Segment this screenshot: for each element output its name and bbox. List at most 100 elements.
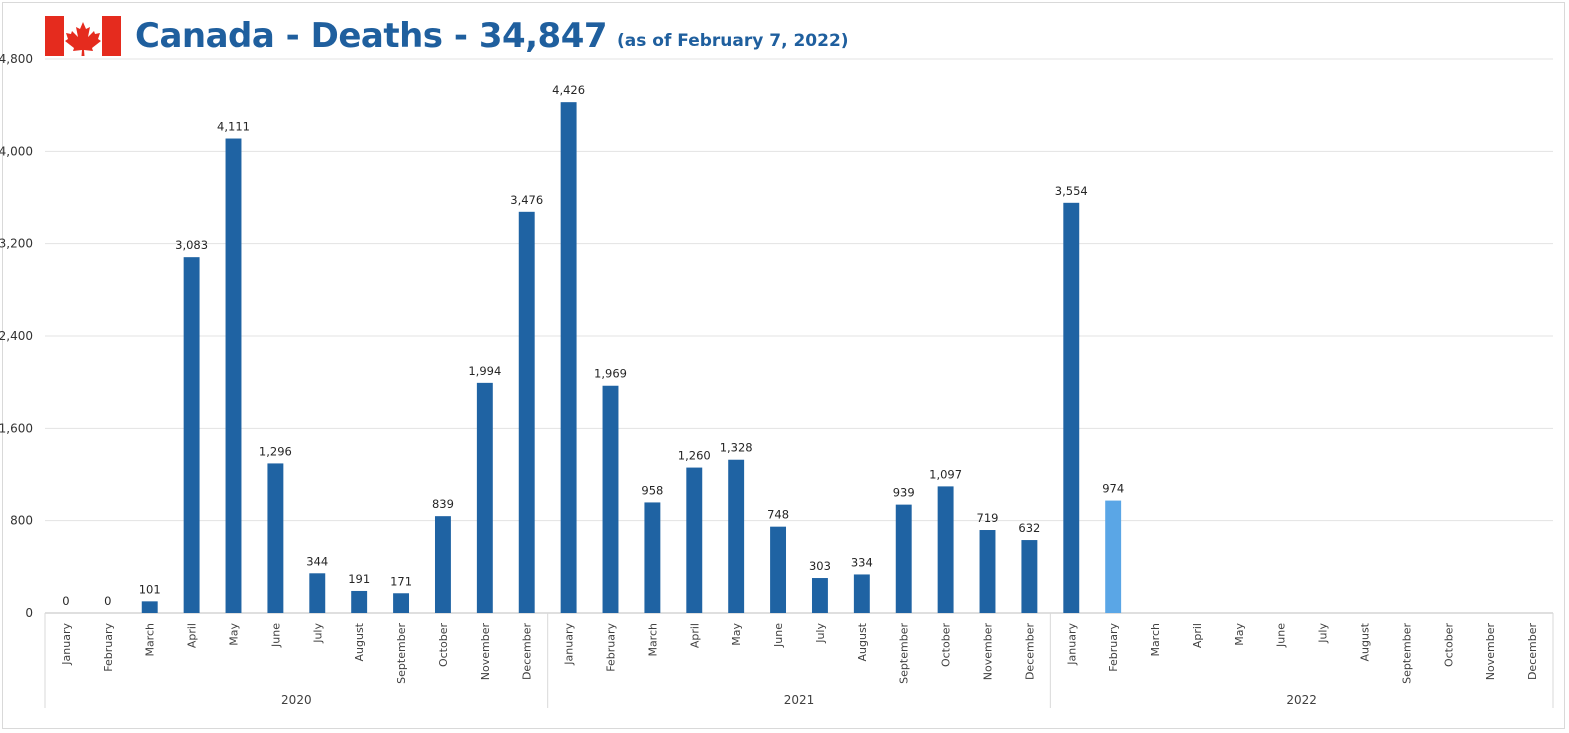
data-label: 939 [893,486,915,500]
data-label: 1,969 [594,367,627,381]
x-tick-label: March [646,623,659,657]
bar [267,463,284,613]
bar [686,467,703,613]
bar [1021,540,1038,613]
data-label: 171 [390,574,412,588]
bar [183,257,200,613]
bar [853,574,870,613]
chart-subtitle: (as of February 7, 2022) [617,31,849,51]
y-tick-label: 2,400 [0,329,33,343]
bar [644,502,661,613]
x-tick-label: April [688,623,701,648]
year-label: 2021 [784,693,815,707]
bar [770,526,787,613]
x-tick-label: February [605,623,618,672]
x-tick-label: August [1359,622,1372,661]
data-label: 303 [809,559,831,573]
data-label: 748 [767,508,789,522]
y-tick-label: 4,800 [0,52,33,66]
data-label: 191 [348,572,370,586]
bar [979,530,996,613]
data-label: 1,328 [720,441,753,455]
bar [1105,500,1122,613]
x-tick-label: September [395,623,408,684]
x-tick-label: December [1023,623,1036,681]
x-tick-label: November [1484,623,1497,681]
data-label: 0 [62,594,69,608]
x-tick-label: February [102,623,115,672]
data-label: 1,097 [929,467,962,481]
x-tick-label: February [1107,623,1120,672]
data-label: 0 [104,594,111,608]
y-tick-label: 800 [10,514,33,528]
bar [351,590,368,613]
x-tick-label: May [730,623,743,646]
data-label: 958 [641,483,663,497]
x-tick-label: January [563,623,576,666]
x-tick-label: December [1526,623,1539,681]
x-tick-label: May [228,623,241,646]
y-tick-label: 0 [25,606,33,620]
data-label: 1,296 [259,444,292,458]
x-tick-label: October [1442,623,1455,667]
year-label: 2020 [281,693,312,707]
bar [476,382,493,613]
bar [728,459,745,613]
x-tick-label: January [60,623,73,666]
y-tick-label: 4,000 [0,144,33,158]
x-tick-label: November [479,623,492,681]
x-tick-label: September [1400,623,1413,684]
x-tick-label: March [1149,623,1162,657]
bar [811,578,828,613]
year-label: 2022 [1286,693,1317,707]
x-tick-label: December [521,623,534,681]
data-label: 719 [977,511,999,525]
x-tick-label: March [144,623,157,657]
x-tick-label: November [982,623,995,681]
bar [141,601,158,613]
bar [309,573,326,613]
chart-header: Canada - Deaths - 34,847 (as of February… [45,14,849,58]
data-label: 334 [851,555,873,569]
x-tick-label: September [898,623,911,684]
data-label: 1,994 [468,364,501,378]
data-label: 3,476 [510,193,543,207]
x-tick-label: April [186,623,199,648]
x-tick-label: July [1317,623,1330,644]
x-tick-label: June [269,623,282,648]
bar [937,486,954,613]
data-label: 4,426 [552,83,585,97]
y-tick-label: 1,600 [0,421,33,435]
data-label: 3,554 [1055,184,1088,198]
bar [1063,202,1080,613]
bar [393,593,410,613]
x-tick-label: August [856,622,869,661]
bar [434,516,451,613]
bar [225,138,242,613]
data-label: 4,111 [217,120,250,134]
canada-flag-icon [45,16,121,56]
x-tick-label: October [940,623,953,667]
data-label: 101 [139,582,161,596]
chart-title: Canada - Deaths - 34,847 [135,16,608,56]
data-label: 344 [306,554,328,568]
maple-leaf-icon [65,22,101,56]
bar [895,504,912,613]
x-tick-label: October [437,623,450,667]
x-tick-label: May [1233,623,1246,646]
data-label: 632 [1018,521,1040,535]
x-tick-label: April [1191,623,1204,648]
x-tick-label: January [1065,623,1078,666]
y-tick-label: 3,200 [0,237,33,251]
data-label: 1,260 [678,449,711,463]
data-label: 3,083 [175,238,208,252]
bar [560,102,577,613]
x-tick-label: July [311,623,324,644]
bar [518,211,535,614]
x-tick-label: June [772,623,785,648]
data-label: 839 [432,497,454,511]
x-tick-label: August [353,622,366,661]
data-label: 974 [1102,482,1124,496]
